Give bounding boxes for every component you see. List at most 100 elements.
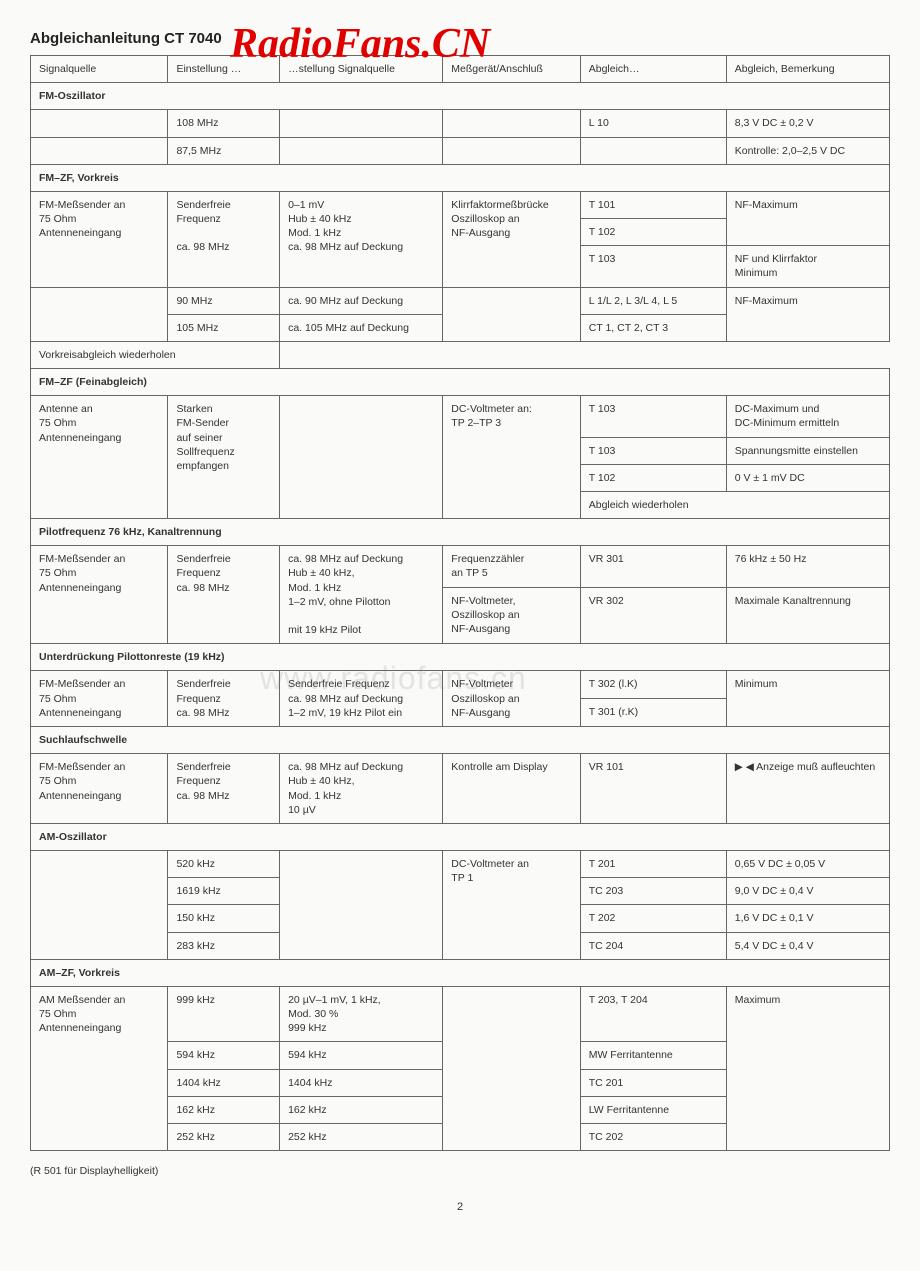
table-cell: Meßgerät/Anschluß: [443, 56, 580, 83]
section-header-row: AM-Oszillator: [31, 823, 890, 850]
table-row: FM-Meßsender an75 OhmAntenneneingangSend…: [31, 754, 890, 824]
document-title: Abgleichanleitung CT 7040: [30, 30, 222, 47]
section-header-row: FM-Oszillator: [31, 83, 890, 110]
footnote: (R 501 für Displayhelligkeit): [30, 1165, 890, 1177]
table-cell: FM-Meßsender an75 OhmAntenneneingang: [31, 191, 168, 287]
table-cell: FM-Meßsender an75 OhmAntenneneingang: [31, 546, 168, 644]
table-cell: ca. 90 MHz auf Deckung: [280, 287, 443, 314]
table-cell: 1,6 V DC ± 0,1 V: [726, 905, 889, 932]
table-cell: T 101: [580, 191, 726, 218]
table-cell: 87,5 MHz: [168, 137, 280, 164]
table-cell: Abgleich wiederholen: [580, 491, 889, 518]
table-cell: [443, 110, 580, 137]
table-cell: Einstellung …: [168, 56, 280, 83]
table-cell: SenderfreieFrequenzca. 98 MHz: [168, 546, 280, 644]
table-cell: TC 204: [580, 932, 726, 959]
table-cell: T 302 (l.K): [580, 671, 726, 699]
table-cell: AM-Oszillator: [31, 823, 890, 850]
table-cell: Kontrolle am Display: [443, 754, 580, 824]
table-cell: SenderfreieFrequenzca. 98 MHz: [168, 191, 280, 287]
table-cell: 162 kHz: [280, 1096, 443, 1123]
table-cell: 108 MHz: [168, 110, 280, 137]
table-cell: 999 kHz: [168, 986, 280, 1042]
page: Abgleichanleitung CT 7040 RadioFans.CN S…: [30, 30, 890, 1213]
table-cell: 76 kHz ± 50 Hz: [726, 546, 889, 588]
table-cell: T 103: [580, 437, 726, 464]
section-header-row: Suchlaufschwelle: [31, 726, 890, 753]
table-cell: DC-Maximum undDC-Minimum ermitteln: [726, 396, 889, 437]
table-cell: T 201: [580, 851, 726, 878]
table-cell: [280, 137, 443, 164]
table-row: 87,5 MHz Kontrolle: 2,0–2,5 V DC: [31, 137, 890, 164]
table-cell: TC 203: [580, 878, 726, 905]
table-cell: 0 V ± 1 mV DC: [726, 464, 889, 491]
table-cell: T 102: [580, 464, 726, 491]
table-cell: CT 1, CT 2, CT 3: [580, 314, 726, 341]
table-cell: 594 kHz: [280, 1042, 443, 1069]
table-cell: 520 kHz: [168, 851, 280, 878]
table-cell: …stellung Signalquelle: [280, 56, 443, 83]
table-cell: L 1/L 2, L 3/L 4, L 5: [580, 287, 726, 314]
table-cell: NF-VoltmeterOszilloskop anNF-Ausgang: [443, 671, 580, 727]
section-header-row: Unterdrückung Pilottonreste (19 kHz): [31, 644, 890, 671]
table-cell: ca. 105 MHz auf Deckung: [280, 314, 443, 341]
table-cell: [443, 287, 580, 341]
table-cell: 0–1 mVHub ± 40 kHzMod. 1 kHzca. 98 MHz a…: [280, 191, 443, 287]
table-cell: Minimum: [726, 671, 889, 727]
table-cell: Maximum: [726, 986, 889, 1150]
table-cell: [280, 396, 443, 519]
section-header-row: Pilotfrequenz 76 kHz, Kanaltrennung: [31, 519, 890, 546]
table-cell: 594 kHz: [168, 1042, 280, 1069]
table-cell: Kontrolle: 2,0–2,5 V DC: [726, 137, 889, 164]
table-row: Vorkreisabgleich wiederholen: [31, 341, 890, 368]
table-row: Antenne an75 OhmAntenneneingangStarkenFM…: [31, 396, 890, 437]
table-cell: NF und KlirrfaktorMinimum: [726, 246, 889, 287]
table-cell: Suchlaufschwelle: [31, 726, 890, 753]
table-cell: 162 kHz: [168, 1096, 280, 1123]
table-cell: SenderfreieFrequenzca. 98 MHz: [168, 754, 280, 824]
table-cell: Abgleich…: [580, 56, 726, 83]
table-cell: Unterdrückung Pilottonreste (19 kHz): [31, 644, 890, 671]
section-header-row: FM–ZF (Feinabgleich): [31, 369, 890, 396]
table-row: FM-Meßsender an75 OhmAntenneneingangSend…: [31, 671, 890, 699]
table-cell: MW Ferritantenne: [580, 1042, 726, 1069]
alignment-table: SignalquelleEinstellung ……stellung Signa…: [30, 55, 890, 1151]
table-cell: Frequenzzähleran TP 5: [443, 546, 580, 588]
table-cell: [31, 110, 168, 137]
table-cell: 1619 kHz: [168, 878, 280, 905]
table-cell: VR 101: [580, 754, 726, 824]
table-cell: Antenne an75 OhmAntenneneingang: [31, 396, 168, 519]
table-cell: L 10: [580, 110, 726, 137]
table-cell: ▶ ◀ Anzeige muß aufleuchten: [726, 754, 889, 824]
table-cell: VR 302: [580, 588, 726, 644]
table-cell: 90 MHz: [168, 287, 280, 314]
table-row: AM Meßsender an75 OhmAntenneneingang999 …: [31, 986, 890, 1042]
table-cell: FM–ZF, Vorkreis: [31, 164, 890, 191]
table-cell: Vorkreisabgleich wiederholen: [31, 341, 280, 368]
table-cell: AM Meßsender an75 OhmAntenneneingang: [31, 986, 168, 1150]
table-cell: Senderfreie Frequenzca. 98 MHz auf Decku…: [280, 671, 443, 727]
table-cell: [31, 851, 168, 960]
table-cell: 105 MHz: [168, 314, 280, 341]
table-cell: T 103: [580, 246, 726, 287]
table-cell: TC 202: [580, 1123, 726, 1150]
table-cell: 1404 kHz: [168, 1069, 280, 1096]
table-cell: FM-Meßsender an75 OhmAntenneneingang: [31, 671, 168, 727]
table-cell: 252 kHz: [280, 1123, 443, 1150]
table-cell: 5,4 V DC ± 0,4 V: [726, 932, 889, 959]
table-cell: NF-Voltmeter,Oszilloskop anNF-Ausgang: [443, 588, 580, 644]
table-cell: [31, 287, 168, 341]
table-cell: FM–ZF (Feinabgleich): [31, 369, 890, 396]
table-cell: NF-Maximum: [726, 287, 889, 341]
table-cell: Spannungsmitte einstellen: [726, 437, 889, 464]
table-cell: NF-Maximum: [726, 191, 889, 245]
table-cell: 252 kHz: [168, 1123, 280, 1150]
table-cell: ca. 98 MHz auf DeckungHub ± 40 kHz,Mod. …: [280, 546, 443, 644]
table-cell: Abgleich, Bemerkung: [726, 56, 889, 83]
table-cell: AM–ZF, Vorkreis: [31, 959, 890, 986]
table-row: 108 MHz L 108,3 V DC ± 0,2 V: [31, 110, 890, 137]
table-cell: [280, 851, 443, 960]
table-cell: FM-Meßsender an75 OhmAntenneneingang: [31, 754, 168, 824]
table-cell: [280, 110, 443, 137]
table-cell: 8,3 V DC ± 0,2 V: [726, 110, 889, 137]
